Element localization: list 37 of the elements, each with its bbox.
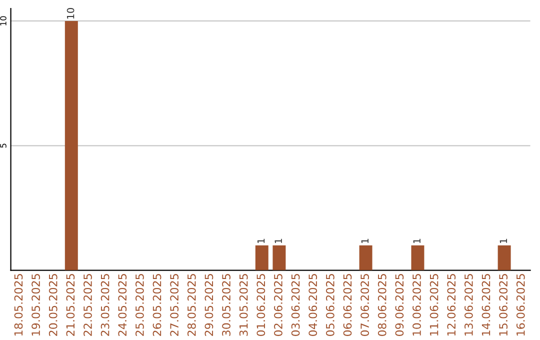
x-tick-label: 15.06.2025 — [499, 274, 508, 336]
x-tick-label: 19.05.2025 — [32, 274, 40, 336]
x-tick-label: 07.06.2025 — [360, 274, 369, 336]
x-tick-label: 03.06.2025 — [291, 274, 300, 336]
x-tick-label: 23.05.2025 — [100, 274, 110, 336]
x-tick-label: 16.06.2025 — [516, 274, 525, 336]
x-tick-label: 28.05.2025 — [187, 274, 196, 336]
x-tick-label: 18.05.2025 — [14, 274, 23, 336]
x-tick-label: 06.06.2025 — [343, 274, 352, 336]
x-tick-label: 13.06.2025 — [464, 274, 473, 336]
x-tick-label: 08.06.2025 — [378, 274, 386, 336]
data-label: 1 — [257, 238, 265, 244]
x-tick-label: 20.05.2025 — [48, 274, 58, 336]
y-tick-label: 5 — [0, 144, 6, 148]
x-tick-label: 30.05.2025 — [222, 274, 230, 336]
data-label: 1 — [500, 238, 507, 244]
x-tick-label: 26.05.2025 — [152, 274, 162, 336]
x-tick-label: 02.06.2025 — [274, 274, 282, 336]
data-label: 1 — [274, 238, 282, 244]
x-tick-label: 10.06.2025 — [412, 274, 421, 336]
x-tick-label: 12.06.2025 — [447, 274, 456, 336]
x-tick-label: 04.06.2025 — [308, 274, 318, 336]
x-tick-label: 24.05.2025 — [118, 274, 127, 336]
x-tick-label: 22.05.2025 — [84, 274, 92, 336]
x-tick-label: 01.06.2025 — [256, 274, 266, 336]
x-tick-label: 27.05.2025 — [170, 274, 179, 336]
x-tick-label: 31.05.2025 — [239, 274, 248, 336]
x-tick-label: 05.06.2025 — [326, 274, 334, 336]
data-label: 1 — [413, 238, 420, 244]
x-tick-label: 11.06.2025 — [430, 274, 438, 336]
x-tick-label: 21.05.2025 — [66, 274, 75, 336]
x-tick-label: 25.05.2025 — [135, 274, 144, 336]
x-tick-label: 29.05.2025 — [204, 274, 214, 336]
x-tick-label: 09.06.2025 — [395, 274, 404, 336]
data-label: 10 — [66, 8, 74, 19]
data-label: 1 — [361, 238, 368, 244]
x-tick-label: 14.06.2025 — [482, 274, 490, 336]
